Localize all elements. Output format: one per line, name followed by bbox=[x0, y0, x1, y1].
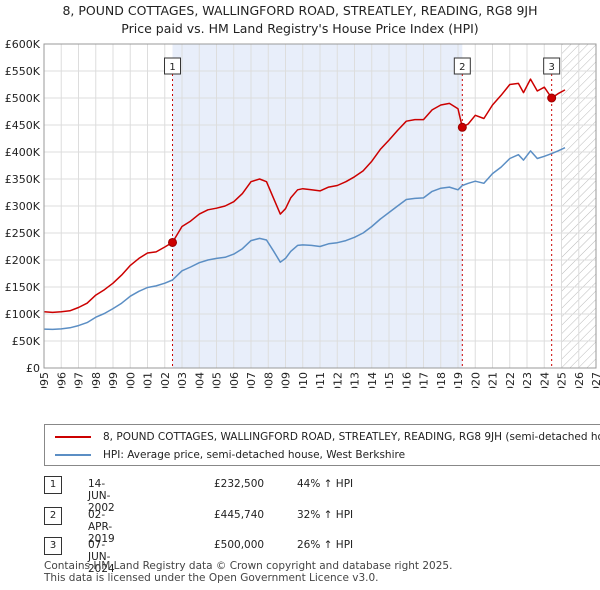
x-tick-label: 2011 bbox=[314, 372, 327, 388]
hpi-line bbox=[44, 147, 566, 331]
sale-point bbox=[168, 237, 178, 247]
y-tick-label: £350K bbox=[5, 173, 41, 186]
x-tick-label: 2021 bbox=[487, 372, 500, 388]
sale-number-label: 1 bbox=[169, 62, 175, 73]
x-tick-label: 2010 bbox=[297, 372, 310, 388]
transaction-price: £232,500 bbox=[214, 478, 265, 490]
y-tick-label: £150K bbox=[5, 281, 41, 294]
transaction-price: £445,740 bbox=[214, 509, 265, 521]
chart-title: 8, POUND COTTAGES, WALLINGFORD ROAD, STR… bbox=[62, 3, 538, 18]
transaction-date: 14-JUN-2002 bbox=[88, 478, 115, 514]
sale-number-label: 2 bbox=[459, 62, 465, 73]
legend-swatch-property bbox=[55, 436, 91, 438]
sale-number-box bbox=[453, 57, 471, 75]
x-tick-label: 1999 bbox=[107, 372, 120, 388]
x-tick-label: 2018 bbox=[435, 372, 448, 388]
x-tick-label: 2009 bbox=[280, 372, 293, 388]
sale-number-box bbox=[164, 57, 182, 75]
x-tick-label: 2000 bbox=[124, 372, 137, 388]
plot-frame bbox=[43, 43, 597, 369]
transaction-number-badge: 1 bbox=[44, 476, 62, 494]
y-tick-label: £400K bbox=[5, 146, 41, 159]
y-tick-label: £450K bbox=[5, 119, 41, 132]
x-tick-label: 2027 bbox=[590, 372, 600, 388]
x-tick-label: 2005 bbox=[211, 372, 224, 388]
y-tick-label: £500K bbox=[5, 92, 41, 105]
transaction-number-badge: 2 bbox=[44, 507, 62, 525]
x-tick-label: 2013 bbox=[349, 372, 362, 388]
y-tick-label: £0 bbox=[26, 362, 40, 375]
x-tick-label: 2003 bbox=[176, 372, 189, 388]
x-tick-label: 2017 bbox=[418, 372, 431, 388]
x-tick-label: 2006 bbox=[228, 372, 241, 388]
legend-item-property: 8, POUND COTTAGES, WALLINGFORD ROAD, STR… bbox=[55, 428, 600, 446]
y-tick-label: £200K bbox=[5, 254, 41, 267]
x-tick-label: 2015 bbox=[383, 372, 396, 388]
y-tick-label: £250K bbox=[5, 227, 41, 240]
legend: 8, POUND COTTAGES, WALLINGFORD ROAD, STR… bbox=[44, 424, 600, 466]
legend-label-property: 8, POUND COTTAGES, WALLINGFORD ROAD, STR… bbox=[103, 431, 600, 443]
transaction-number-badge: 3 bbox=[44, 537, 62, 555]
x-tick-label: 2026 bbox=[573, 372, 586, 388]
legend-label-hpi: HPI: Average price, semi-detached house,… bbox=[103, 449, 406, 461]
footer-licence: This data is licensed under the Open Gov… bbox=[44, 572, 379, 584]
transaction-hpi-change: 26% ↑ HPI bbox=[297, 539, 354, 551]
legend-item-hpi: HPI: Average price, semi-detached house,… bbox=[55, 446, 405, 464]
x-tick-label: 2002 bbox=[159, 372, 172, 388]
x-tick-label: 2023 bbox=[521, 372, 534, 388]
footer-copyright: Contains HM Land Registry data © Crown c… bbox=[44, 560, 453, 572]
x-tick-label: 2001 bbox=[142, 372, 155, 388]
transaction-hpi-change: 32% ↑ HPI bbox=[297, 509, 354, 521]
sale-point bbox=[547, 93, 557, 103]
y-tick-label: £550K bbox=[5, 65, 41, 78]
price-chart: 1 2 3 £0 £50K £100K £150K £200K £250K £300K £350K £… bbox=[5, 38, 600, 388]
transaction-date: 02-APR-2019 bbox=[88, 509, 115, 545]
sale-number-label: 3 bbox=[548, 62, 554, 73]
transaction-date: 07-JUN-2024 bbox=[88, 539, 115, 575]
y-tick-label: £600K bbox=[5, 38, 41, 51]
x-tick-label: 2014 bbox=[366, 372, 379, 388]
x-tick-label: 2012 bbox=[331, 372, 344, 388]
x-tick-label: 2025 bbox=[556, 372, 569, 388]
x-tick-label: 1998 bbox=[90, 372, 103, 388]
x-tick-label: 1997 bbox=[73, 372, 86, 388]
transaction-price: £500,000 bbox=[214, 539, 265, 551]
sale-point bbox=[457, 122, 467, 132]
x-tick-label: 2016 bbox=[400, 372, 413, 388]
x-tick-label: 2022 bbox=[504, 372, 517, 388]
x-tick-label: 1996 bbox=[55, 372, 68, 388]
x-tick-label: 2020 bbox=[469, 372, 482, 388]
x-tick-label: 1995 bbox=[38, 372, 51, 388]
x-tick-label: 2008 bbox=[262, 372, 275, 388]
y-tick-label: £100K bbox=[5, 308, 41, 321]
x-tick-label: 2019 bbox=[452, 372, 465, 388]
y-tick-label: £50K bbox=[12, 335, 41, 348]
y-tick-label: £300K bbox=[5, 200, 41, 213]
chart-subtitle: Price paid vs. HM Land Registry's House … bbox=[121, 21, 479, 36]
x-tick-label: 2004 bbox=[193, 372, 206, 388]
x-tick-label: 2007 bbox=[245, 372, 258, 388]
x-tick-label: 2024 bbox=[538, 372, 551, 388]
legend-swatch-hpi bbox=[55, 454, 91, 456]
transaction-hpi-change: 44% ↑ HPI bbox=[297, 478, 354, 490]
property-price-line bbox=[44, 78, 566, 314]
sale-number-box bbox=[543, 57, 561, 75]
